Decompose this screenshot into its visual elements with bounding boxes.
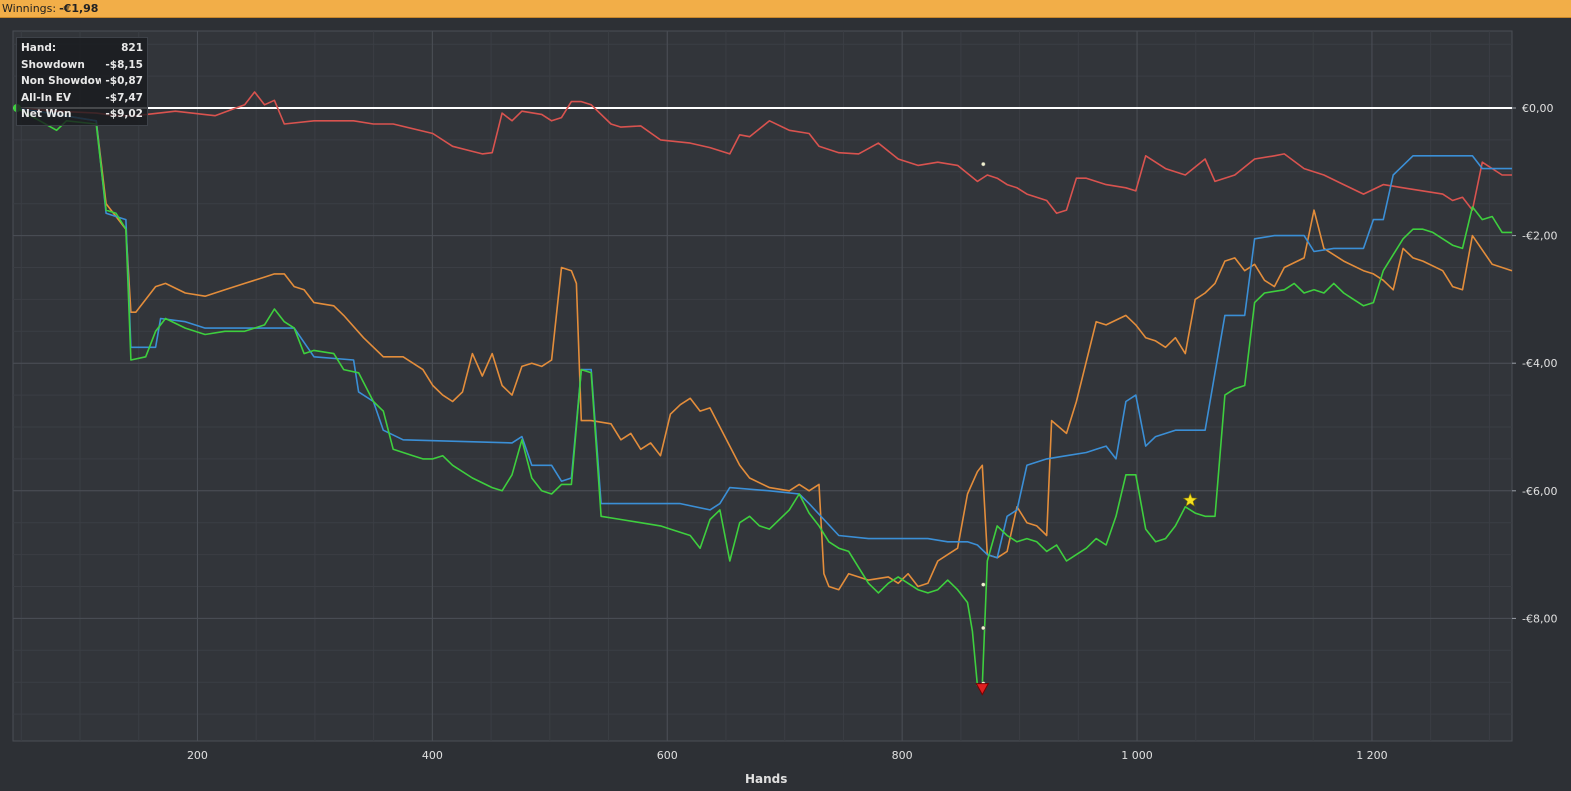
- tooltip-row-net-won: Net Won -$9,02: [21, 106, 143, 123]
- tooltip-row-showdown: Showdown -$8,15: [21, 57, 143, 74]
- y-tick-label: -€4,00: [1522, 357, 1557, 370]
- x-tick-label: 600: [657, 749, 678, 762]
- tooltip-all-in-ev-value: -$7,47: [105, 91, 143, 104]
- series-line-non-showdown: [16, 91, 1512, 215]
- winnings-header: Winnings: -€1,98: [0, 0, 1571, 18]
- y-tick-label: -€2,00: [1522, 230, 1557, 243]
- hover-dot: [981, 161, 986, 167]
- tooltip-all-in-ev-label: All-In EV: [21, 91, 72, 104]
- tooltip-hand-value: 821: [121, 42, 143, 54]
- tooltip-net-won-label: Net Won: [21, 108, 72, 120]
- hover-dot: [981, 625, 986, 631]
- tooltip-net-won-value: -$9,02: [105, 108, 143, 120]
- x-tick-label: 1 000: [1121, 749, 1153, 762]
- tooltip-row-hand: Hand: 821: [21, 40, 143, 57]
- min-marker: [975, 683, 990, 696]
- series-layer: [16, 91, 1513, 687]
- x-tick-label: 400: [422, 749, 443, 762]
- tooltip-showdown-label: Showdown: [21, 58, 85, 71]
- x-tick-label: 800: [892, 749, 913, 762]
- max-marker: [1182, 492, 1198, 507]
- tooltip-non-showdown-value: -$0,87: [105, 75, 143, 87]
- y-axis-ticks: €0,00 -€2,00 -€4,00 -€6,00 -€8,00: [1512, 102, 1557, 625]
- plot-area: [12, 30, 1513, 742]
- y-tick-label: €0,00: [1522, 102, 1554, 115]
- tooltip-row-non-showdown: Non Showdown -$0,87: [21, 73, 143, 90]
- series-line-all-in-ev: [16, 107, 1512, 559]
- series-line-net-won: [16, 107, 1512, 687]
- x-axis-title: Hands: [745, 772, 788, 786]
- winnings-value: -€1,98: [59, 2, 99, 15]
- winnings-chart[interactable]: 200 400 600 800 1 000 1 200 €0,00 -€2,00 -€4,00…: [0, 18, 1571, 791]
- x-tick-label: 200: [187, 749, 208, 762]
- tooltip-showdown-value: -$8,15: [105, 58, 143, 71]
- x-tick-label: 1 200: [1356, 749, 1388, 762]
- y-tick-label: -€8,00: [1522, 612, 1557, 625]
- tooltip-hand-label: Hand:: [21, 42, 57, 54]
- x-axis-ticks: 200 400 600 800 1 000 1 200: [187, 749, 1388, 762]
- tooltip-row-all-in-ev: All-In EV -$7,47: [21, 90, 143, 107]
- hover-dot: [981, 582, 986, 587]
- tooltip-non-showdown-label: Non Showdown: [21, 75, 101, 87]
- series-line-showdown: [16, 107, 1513, 591]
- winnings-label: Winnings:: [2, 2, 57, 15]
- hover-tooltip: Hand: 821 Showdown -$8,15 Non Showdown -$0,…: [16, 37, 148, 126]
- y-tick-label: -€6,00: [1522, 485, 1557, 498]
